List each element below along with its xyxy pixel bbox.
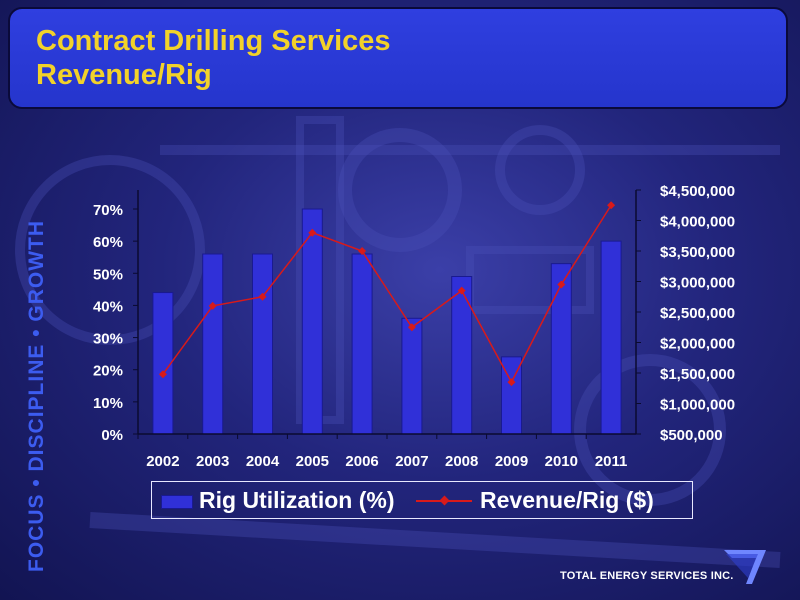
bar-2008 bbox=[451, 276, 473, 435]
right-tick-label: $500,000 bbox=[660, 427, 723, 444]
left-tick-label: 0% bbox=[101, 427, 123, 444]
revenue-point-2002 bbox=[158, 370, 167, 379]
left-tick-label: 20% bbox=[93, 363, 123, 380]
bar-2010 bbox=[550, 263, 572, 435]
right-tick-label: $3,500,000 bbox=[660, 244, 735, 261]
left-tick-label: 40% bbox=[93, 298, 123, 315]
revenue-point-2005 bbox=[308, 228, 317, 237]
left-tick-label: 30% bbox=[93, 331, 123, 348]
x-tick-label-2002: 2002 bbox=[146, 453, 179, 470]
x-tick-label-2006: 2006 bbox=[345, 453, 378, 470]
right-tick-label: $1,500,000 bbox=[660, 366, 735, 383]
chart-title: Contract Drilling Services bbox=[36, 25, 391, 57]
revenue-point-2003 bbox=[208, 301, 217, 310]
bar-2002 bbox=[152, 292, 174, 435]
left-tick-label: 50% bbox=[93, 266, 123, 283]
legend-line-marker bbox=[439, 495, 450, 506]
x-tick-label-2010: 2010 bbox=[545, 453, 578, 470]
chart-legend: Rig Utilization (%) Revenue/Rig ($) bbox=[151, 481, 693, 519]
legend-label-line: Revenue/Rig ($) bbox=[480, 487, 654, 513]
x-tick-label-2004: 2004 bbox=[246, 453, 280, 470]
bar-2007 bbox=[401, 317, 423, 435]
title-box: Contract Drilling Services Revenue/Rig bbox=[8, 7, 788, 109]
x-tick-label-2011: 2011 bbox=[595, 453, 628, 470]
right-tick-label: $2,000,000 bbox=[660, 336, 735, 353]
right-tick-label: $4,000,000 bbox=[660, 214, 735, 231]
x-tick-label-2007: 2007 bbox=[395, 453, 428, 470]
x-tick-label-2009: 2009 bbox=[495, 453, 528, 470]
company-logo-icon bbox=[724, 550, 766, 584]
right-tick-label: $4,500,000 bbox=[660, 183, 735, 200]
bar-2011 bbox=[600, 240, 622, 435]
right-tick-label: $2,500,000 bbox=[660, 305, 735, 322]
left-tick-label: 10% bbox=[93, 395, 123, 412]
revenue-line bbox=[162, 204, 612, 384]
right-tick-label: $1,000,000 bbox=[660, 397, 735, 414]
revenue-point-2010 bbox=[557, 280, 566, 289]
bar-2003 bbox=[202, 253, 224, 435]
chart-subtitle: Revenue/Rig bbox=[36, 59, 212, 91]
legend-label-bar: Rig Utilization (%) bbox=[199, 487, 395, 513]
revenue-point-2009 bbox=[507, 378, 516, 387]
x-tick-label-2005: 2005 bbox=[296, 453, 329, 470]
x-tick-label-2003: 2003 bbox=[196, 453, 229, 470]
right-tick-label: $3,000,000 bbox=[660, 275, 735, 292]
bar-2004 bbox=[252, 253, 273, 435]
x-tick-label-2008: 2008 bbox=[445, 453, 478, 470]
legend-bar-swatch bbox=[161, 495, 193, 509]
company-name: TOTAL ENERGY SERVICES INC. bbox=[560, 570, 734, 582]
left-tick-label: 70% bbox=[93, 202, 123, 219]
revenue-point-2004 bbox=[258, 292, 267, 301]
left-tick-label: 60% bbox=[93, 234, 123, 251]
revenue-point-2008 bbox=[457, 286, 466, 295]
bar-2006 bbox=[351, 253, 373, 435]
revenue-point-2007 bbox=[407, 323, 416, 332]
revenue-point-2006 bbox=[358, 247, 367, 255]
revenue-point-2011 bbox=[607, 201, 616, 210]
